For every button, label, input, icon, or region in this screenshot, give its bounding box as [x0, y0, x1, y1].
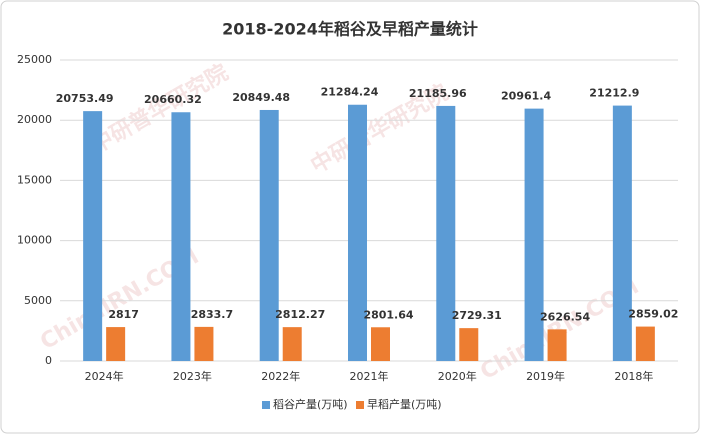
bar: [171, 112, 191, 361]
value-label: 20660.32: [144, 93, 202, 106]
legend-label: 稻谷产量(万吨): [273, 397, 348, 411]
y-tick-label: 10000: [17, 234, 52, 247]
x-tick-label: 2020年: [438, 369, 477, 383]
value-label: 2859.02: [628, 308, 678, 321]
value-label: 2833.7: [191, 308, 233, 321]
x-tick-label: 2023年: [173, 369, 212, 383]
bar: [348, 104, 367, 362]
x-tick-label: 2022年: [261, 369, 300, 383]
legend-swatch: [262, 401, 270, 409]
value-label: 2812.27: [275, 308, 325, 321]
y-tick-label: 20000: [17, 113, 52, 126]
value-label: 21185.96: [409, 87, 467, 100]
bar: [612, 105, 632, 362]
bar: [194, 326, 214, 361]
value-label: 2801.64: [363, 308, 413, 321]
x-tick-label: 2021年: [350, 369, 389, 383]
bar: [83, 111, 103, 361]
value-label: 20849.48: [232, 91, 290, 104]
x-tick-label: 2024年: [85, 369, 124, 383]
y-tick-label: 15000: [17, 173, 52, 186]
value-label: 21284.24: [321, 86, 379, 99]
bar: [524, 108, 544, 361]
bar: [459, 328, 479, 361]
legend-label: 早稻产量(万吨): [367, 397, 442, 411]
bar: [635, 326, 655, 361]
y-tick-label: 25000: [17, 53, 52, 66]
y-tick-label: 5000: [24, 294, 52, 307]
bar: [282, 327, 302, 361]
value-label: 2626.54: [540, 310, 590, 323]
bar: [371, 327, 390, 361]
x-tick-label: 2018年: [614, 369, 653, 383]
bar: [547, 329, 567, 361]
y-tick-label: 0: [45, 354, 52, 367]
bar: [436, 105, 456, 361]
chart-title: 2018-2024年稻谷及早稻产量统计: [222, 20, 478, 39]
x-tick-label: 2019年: [526, 369, 565, 383]
value-label: 20961.4: [501, 90, 551, 103]
value-label: 21212.9: [589, 87, 639, 100]
value-label: 2729.31: [452, 309, 502, 322]
bar: [259, 109, 279, 361]
bar: [106, 327, 126, 361]
value-label: 20753.49: [56, 92, 114, 105]
value-label: 2817: [108, 308, 139, 321]
legend-swatch: [356, 401, 364, 409]
